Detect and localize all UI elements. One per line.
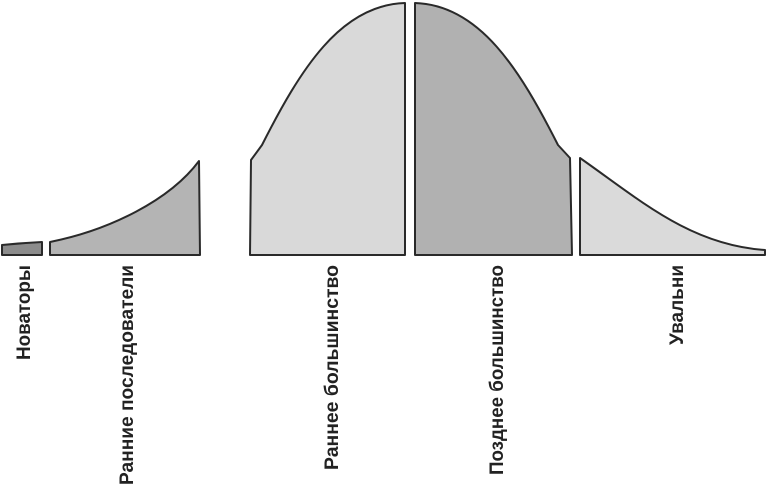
label-innovators: Новаторы (14, 265, 35, 360)
segment-innovators (1, 241, 43, 256)
label-late-majority: Позднее большинство (487, 265, 508, 475)
segment-early-majority (249, 2, 406, 256)
label-early-adopters: Ранние последователи (117, 265, 138, 485)
label-laggards: Увальни (667, 265, 688, 345)
label-early-majority: Раннее большинство (322, 265, 343, 470)
segment-late-majority (414, 2, 573, 256)
segment-laggards (579, 157, 766, 256)
segment-early-adopters (49, 160, 201, 256)
